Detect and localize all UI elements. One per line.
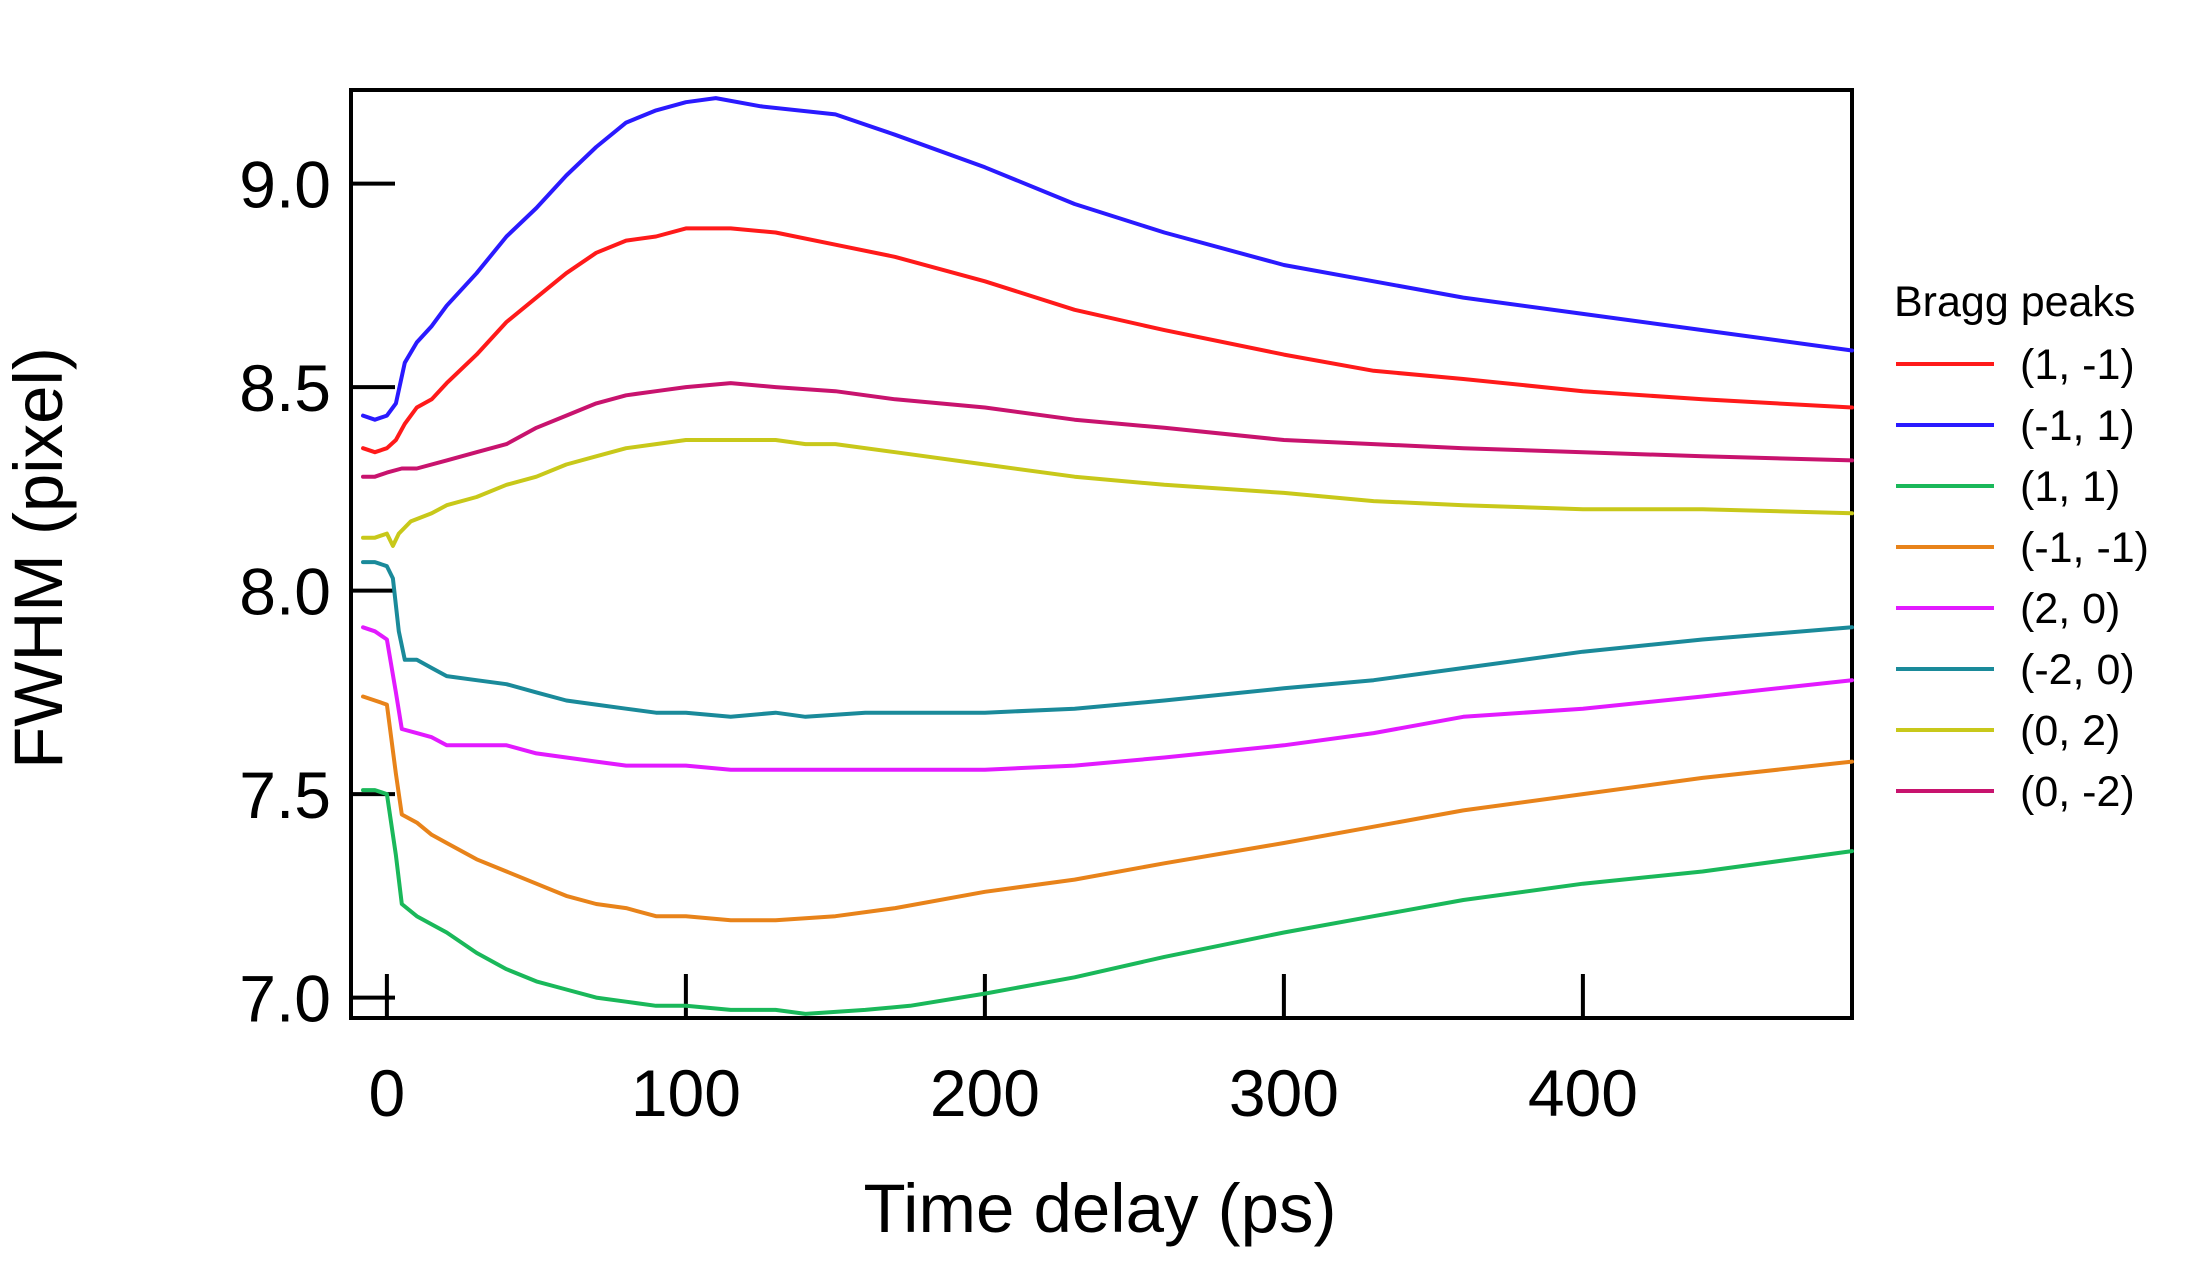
- y-tick-label: 9.0: [239, 148, 331, 222]
- y-axis-label: FWHM (pixel): [0, 347, 77, 769]
- plot-frame: [349, 88, 1854, 1020]
- x-tick-label: 200: [930, 1056, 1040, 1130]
- x-tick-label: 100: [631, 1056, 741, 1130]
- y-tick-label: 7.0: [239, 962, 331, 1036]
- x-tick-label: 0: [369, 1056, 406, 1130]
- series-line: [361, 438, 1854, 548]
- legend-label: (-1, -1): [2020, 524, 2149, 572]
- series-line: [361, 560, 1854, 719]
- series-line: [361, 381, 1854, 479]
- legend-title: Bragg peaks: [1894, 278, 2135, 326]
- y-axis-ticks: 7.0 7.5 8.0 8.5 9.0: [239, 148, 395, 1036]
- series-lines: [361, 96, 1854, 1016]
- legend-label: (1, 1): [2020, 463, 2120, 511]
- series-line: [361, 788, 1854, 1016]
- x-axis-ticks: 0 100 200 300 400: [369, 974, 1638, 1130]
- series-line: [361, 96, 1854, 422]
- legend-items: (1, -1) (-1, 1) (1, 1) (-1, -1) (2, 0) (-2, 0…: [1896, 341, 2149, 816]
- series-line: [361, 694, 1854, 923]
- y-tick-label: 8.5: [239, 351, 331, 425]
- legend-label: (1, -1): [2020, 341, 2135, 389]
- series-line: [361, 226, 1854, 455]
- series-line: [361, 625, 1854, 772]
- legend-label: (-2, 0): [2020, 646, 2135, 694]
- legend-label: (0, -2): [2020, 768, 2135, 816]
- x-tick-label: 400: [1528, 1056, 1638, 1130]
- x-tick-label: 300: [1229, 1056, 1339, 1130]
- legend-label: (-1, 1): [2020, 402, 2135, 450]
- y-tick-label: 8.0: [239, 555, 331, 629]
- y-tick-label: 7.5: [239, 758, 331, 832]
- x-axis-label: Time delay (ps): [864, 1170, 1337, 1247]
- legend: Bragg peaks (1, -1) (-1, 1) (1, 1) (-1, -1)…: [1894, 278, 2149, 816]
- legend-label: (0, 2): [2020, 707, 2120, 755]
- legend-label: (2, 0): [2020, 585, 2120, 633]
